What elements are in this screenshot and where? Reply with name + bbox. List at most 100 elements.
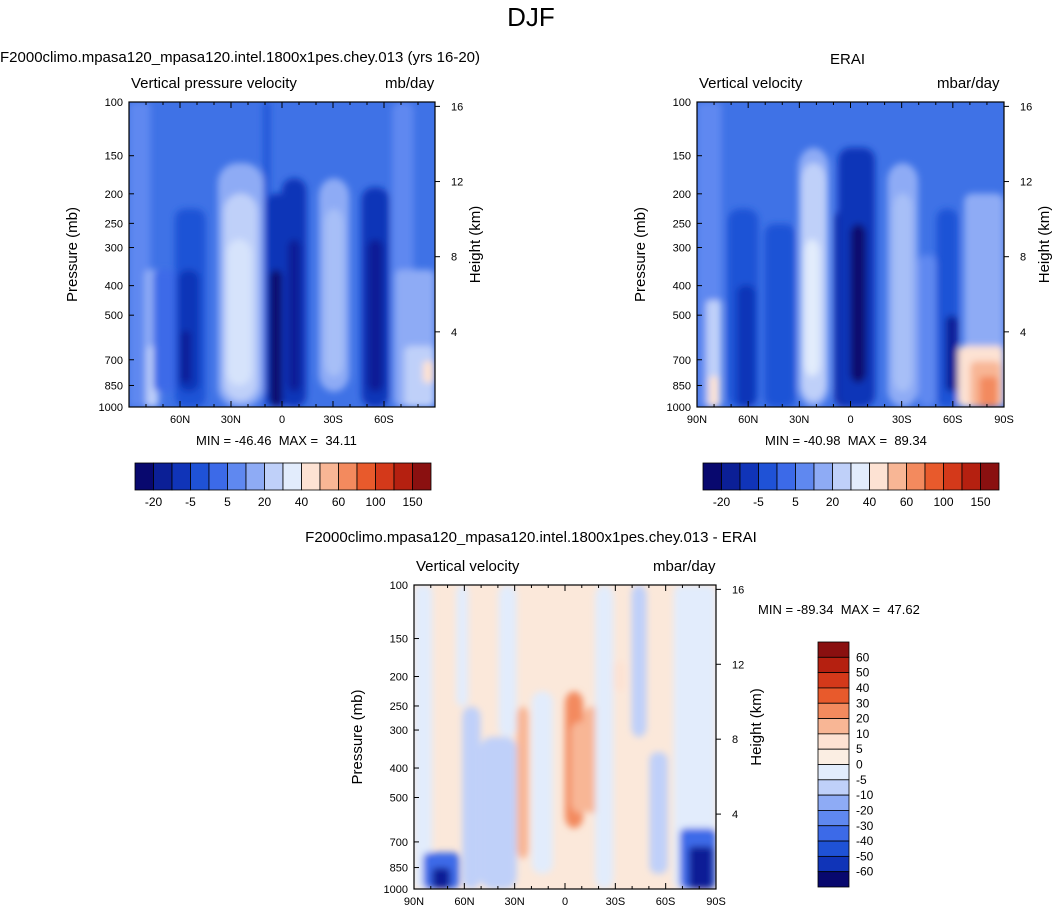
colorbar-label: 100 bbox=[933, 495, 953, 509]
y-axis-title: Pressure (mb) bbox=[349, 689, 366, 784]
x-tick-label: 30S bbox=[892, 414, 912, 426]
y-tick-label: 700 bbox=[390, 837, 408, 849]
y-tick-label: 1000 bbox=[667, 402, 691, 414]
panel-2-stats: MIN = -40.98 MAX = 89.34 bbox=[765, 433, 927, 448]
colorbar-swatch bbox=[980, 462, 1000, 491]
contour-region bbox=[324, 208, 344, 377]
colorbar-swatch bbox=[319, 462, 339, 491]
x-tick-label: 30S bbox=[323, 414, 343, 426]
colorbar-swatch bbox=[264, 462, 284, 491]
colorbar-label: -40 bbox=[856, 834, 874, 848]
colorbar-swatch bbox=[817, 702, 850, 719]
colorbar-label: -5 bbox=[185, 495, 196, 509]
y2-axis-title: Height (km) bbox=[467, 206, 484, 284]
x-tick-label: 90S bbox=[994, 414, 1014, 426]
y-tick-label: 300 bbox=[673, 243, 691, 255]
panel-1-left-label: Vertical pressure velocity bbox=[131, 75, 297, 92]
colorbar-swatch bbox=[282, 462, 302, 491]
colorbar-label: -50 bbox=[856, 849, 874, 863]
y-tick-label: 700 bbox=[673, 355, 691, 367]
x-tick-label: 60S bbox=[374, 414, 394, 426]
y-axis-title: Pressure (mb) bbox=[632, 207, 649, 302]
colorbar-label: 150 bbox=[970, 495, 990, 509]
y2-axis-title: Height (km) bbox=[748, 688, 765, 766]
panel-1-right-label: mb/day bbox=[385, 75, 435, 92]
y-tick-label: 250 bbox=[390, 701, 408, 713]
colorbar-label: -10 bbox=[856, 788, 874, 802]
y2-axis-title: Height (km) bbox=[1036, 206, 1053, 284]
colorbar-label: 5 bbox=[856, 742, 863, 756]
colorbar-swatch bbox=[190, 462, 210, 491]
y2-tick-label: 16 bbox=[1020, 101, 1032, 113]
colorbar-label: 20 bbox=[826, 495, 840, 509]
x-tick-label: 90N bbox=[687, 414, 707, 426]
colorbar-swatch bbox=[943, 462, 963, 491]
colorbar-swatch bbox=[817, 871, 850, 888]
contour-region bbox=[432, 867, 451, 889]
y-tick-label: 100 bbox=[105, 97, 123, 109]
colorbar-label: 0 bbox=[856, 758, 863, 772]
x-tick-label: 30N bbox=[789, 414, 809, 426]
colorbar-swatch bbox=[817, 794, 850, 811]
colorbar-swatch bbox=[869, 462, 889, 491]
contour-region bbox=[498, 585, 517, 737]
colorbar-swatch bbox=[817, 810, 850, 827]
contour-region bbox=[288, 239, 301, 392]
colorbar-2: -20 -5 5 20 40 60 100 150 bbox=[702, 462, 1000, 509]
contour-region bbox=[422, 361, 435, 383]
y-tick-label: 200 bbox=[390, 672, 408, 684]
contour-region bbox=[269, 269, 282, 407]
x-tick-label: 30N bbox=[504, 896, 524, 908]
y2-tick-label: 4 bbox=[732, 809, 738, 821]
contour-region bbox=[893, 193, 912, 392]
y-tick-label: 300 bbox=[390, 725, 408, 737]
colorbar-swatch bbox=[961, 462, 981, 491]
colorbar-swatch bbox=[850, 462, 870, 491]
colorbar-swatch bbox=[795, 462, 815, 491]
contour-region bbox=[918, 254, 937, 407]
colorbar-swatch bbox=[739, 462, 759, 491]
y-tick-label: 150 bbox=[390, 634, 408, 646]
colorbar-swatch bbox=[924, 462, 944, 491]
y-tick-label: 250 bbox=[105, 218, 123, 230]
x-tick-label: 60N bbox=[170, 414, 190, 426]
colorbar-swatch bbox=[758, 462, 778, 491]
contour-region bbox=[709, 376, 719, 407]
x-tick-label: 90N bbox=[404, 896, 424, 908]
panel-2-right-label: mbar/day bbox=[937, 75, 1000, 92]
colorbar-swatch bbox=[817, 825, 850, 842]
colorbar-swatch bbox=[208, 462, 228, 491]
panel-2-left-label: Vertical velocity bbox=[699, 75, 803, 92]
contour-region bbox=[531, 691, 553, 874]
x-tick-label: 60N bbox=[454, 896, 474, 908]
colorbar-swatch bbox=[153, 462, 173, 491]
contour-region bbox=[181, 330, 191, 383]
colorbar-swatch bbox=[817, 779, 850, 796]
y2-tick-label: 8 bbox=[732, 734, 738, 746]
y-tick-label: 850 bbox=[105, 380, 123, 392]
colorbar-swatch bbox=[817, 764, 850, 781]
y-tick-label: 400 bbox=[673, 281, 691, 293]
panel-2-plot: 100 150 200 250 300 400 500 700 850 1000 4 8 12 16 90N… bbox=[632, 97, 1053, 426]
contour-region bbox=[462, 706, 481, 889]
y-tick-label: 850 bbox=[673, 380, 691, 392]
colorbar-label: -20 bbox=[856, 803, 874, 817]
contour-region bbox=[688, 846, 713, 889]
colorbar-swatch bbox=[245, 462, 265, 491]
colorbar-swatch bbox=[817, 733, 850, 750]
contour-region bbox=[979, 376, 998, 407]
figure-title: DJF bbox=[507, 2, 555, 32]
colorbar-label: 60 bbox=[856, 650, 870, 664]
contour-region bbox=[153, 269, 175, 392]
y2-tick-label: 4 bbox=[1020, 327, 1026, 339]
y-tick-label: 100 bbox=[673, 97, 691, 109]
panel-3-stats: MIN = -89.34 MAX = 47.62 bbox=[758, 602, 920, 617]
colorbar-label: 40 bbox=[295, 495, 309, 509]
panel-3-left-label: Vertical velocity bbox=[416, 558, 520, 575]
colorbar-label: 5 bbox=[792, 495, 799, 509]
y2-tick-label: 4 bbox=[451, 327, 457, 339]
colorbar-swatch bbox=[338, 462, 358, 491]
colorbar-swatch bbox=[817, 687, 850, 704]
y-tick-label: 200 bbox=[105, 189, 123, 201]
